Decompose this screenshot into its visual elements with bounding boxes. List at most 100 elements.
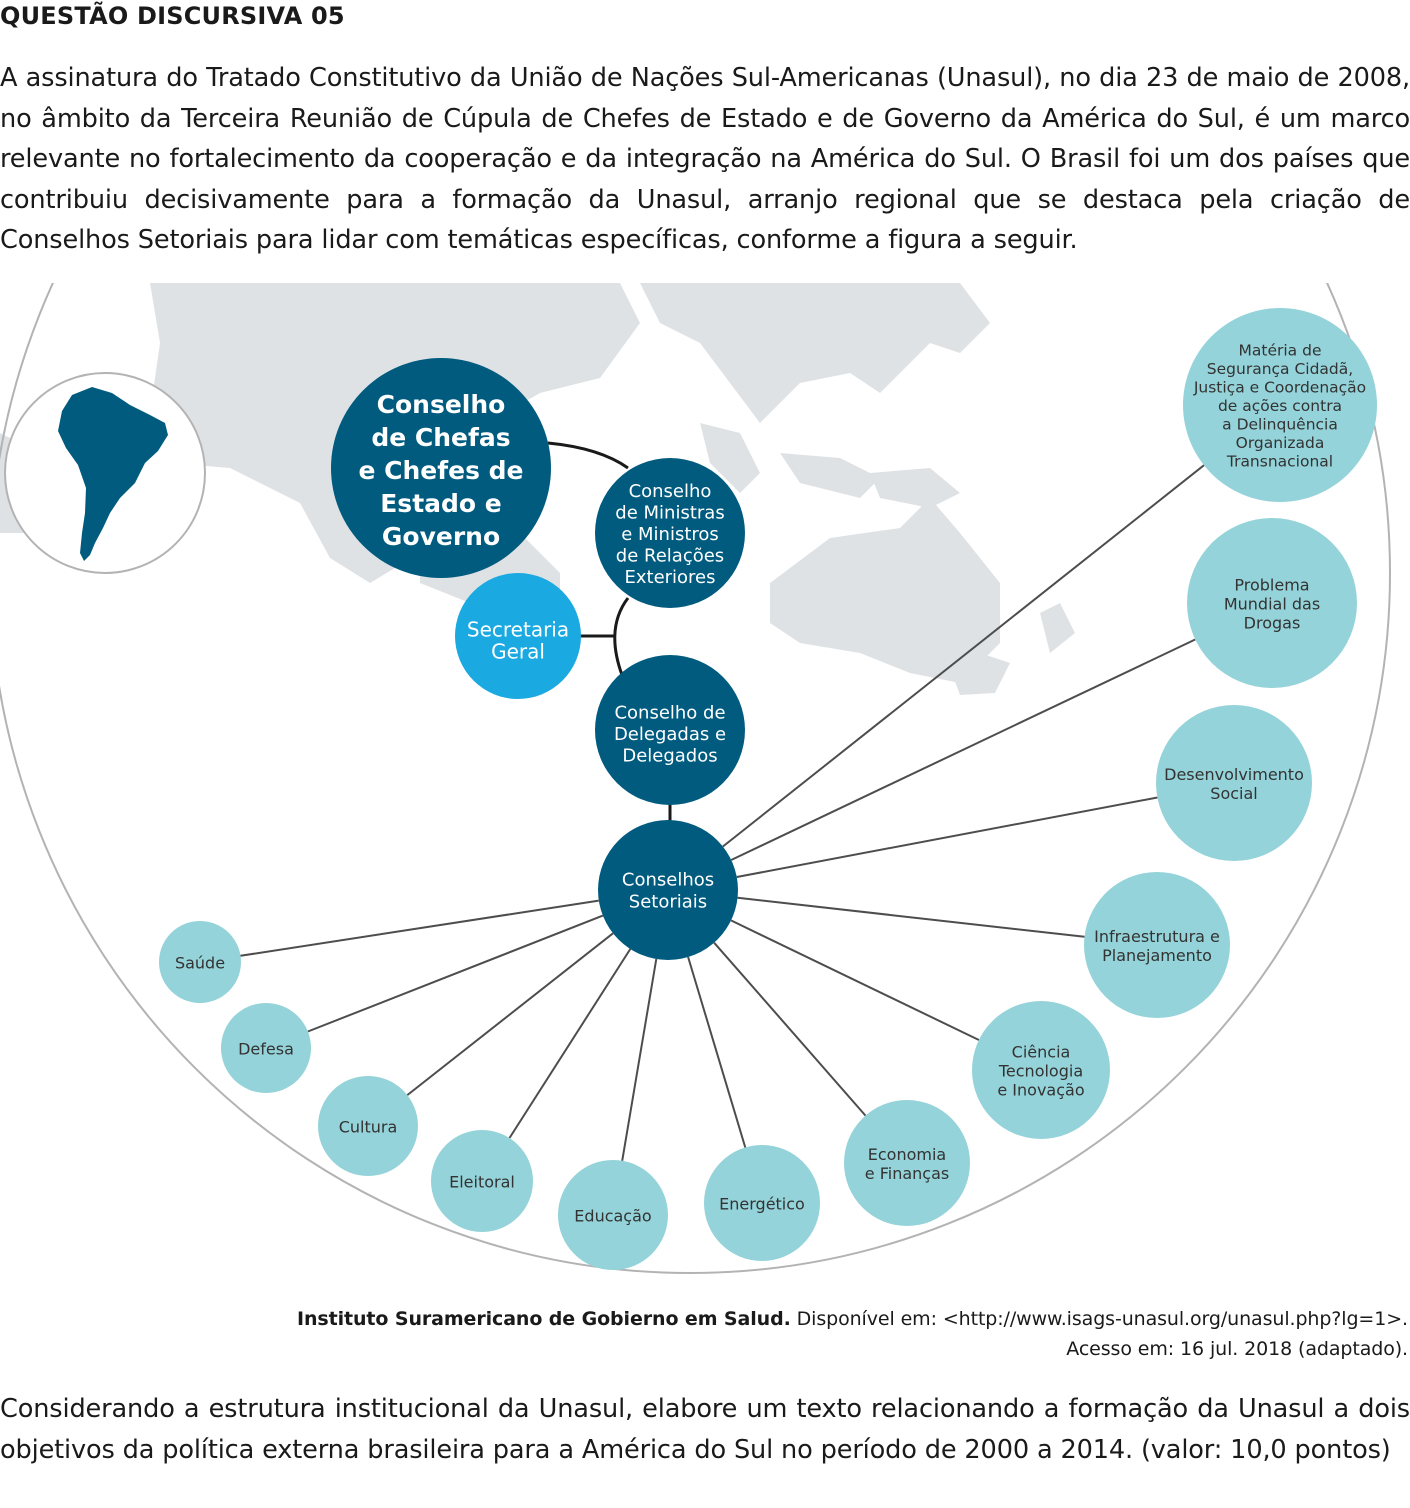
source-access-date: Acesso em: 16 jul. 2018 (adaptado).: [1066, 1338, 1408, 1360]
sector-spoke-line: [722, 464, 1205, 848]
sector-council-label: Ciência Tecnologia e Inovação: [997, 1042, 1084, 1099]
sector-spoke-line: [737, 896, 1085, 938]
sector-council-label: Infraestrutura e Planejamento: [1094, 927, 1220, 965]
node-label-line: Defesa: [238, 1039, 294, 1058]
node-label-line: Secretaria: [467, 617, 569, 641]
sector-council-label: Educação: [574, 1206, 651, 1225]
sector-spoke-line: [406, 932, 614, 1096]
sector-spoke-line: [687, 956, 747, 1148]
node-label-line: Educação: [574, 1206, 651, 1225]
node-label-line: Tecnologia: [998, 1061, 1083, 1080]
sector-council-label: Saúde: [175, 953, 225, 972]
sector-council-node: Problema Mundial das Drogas: [1187, 518, 1357, 688]
node-label-line: Geral: [491, 639, 545, 663]
question-prompt: Considerando a estrutura institucional d…: [0, 1394, 1410, 1465]
structure-connectors: [547, 441, 672, 823]
sector-council-circle: [1084, 872, 1230, 1018]
sector-council-label: Energético: [719, 1194, 805, 1213]
node-label-line: Setoriais: [629, 891, 707, 912]
sector-council-label: Eleitoral: [449, 1172, 515, 1191]
sector-council-circle: [558, 1160, 668, 1270]
node-conselho-delegados: Conselho de Delegadas e Delegados: [595, 655, 745, 805]
node-label-line: a Delinquência: [1222, 416, 1338, 434]
node-label-line: Conselho de: [614, 703, 725, 724]
sector-council-circle: [972, 1001, 1110, 1139]
node-label-line: Ciência: [1012, 1042, 1071, 1061]
frame-circle: [0, 283, 1391, 1274]
node-label-line: de Chefas: [371, 423, 510, 452]
node-label-line: Estado e: [380, 489, 502, 518]
node-label-line: Planejamento: [1102, 946, 1212, 965]
node-label-line: Organizada: [1236, 434, 1325, 452]
sector-council-node: Ciência Tecnologia e Inovação: [972, 1001, 1110, 1139]
sector-council-nodes: Matéria de Segurança Cidadã, Justiça e Coo…: [159, 308, 1377, 1270]
node-label-line: de Relações: [616, 546, 724, 567]
sector-council-node: Educação: [558, 1160, 668, 1270]
node-label-line: Transnacional: [1226, 453, 1333, 471]
node-label-line: Saúde: [175, 953, 225, 972]
sector-spoke-line: [736, 796, 1158, 878]
sector-council-circle: [431, 1130, 533, 1232]
sector-council-node: Cultura: [318, 1076, 418, 1176]
sector-council-label: Economia e Finanças: [865, 1145, 949, 1183]
sector-council-circle: [221, 1003, 311, 1093]
sector-council-label: Matéria de Segurança Cidadã, Justiça e Coo…: [1193, 342, 1366, 471]
unasul-structure-figure: Conselho de Chefas e Chefes de Estado e Gove…: [0, 283, 1410, 1293]
sector-council-circle: [159, 921, 241, 1003]
node-label-line: Cultura: [339, 1117, 398, 1136]
sector-council-label: Desenvolvimento Social: [1164, 765, 1304, 803]
sector-spoke-line: [730, 638, 1196, 861]
sector-spoke-line: [713, 942, 867, 1117]
node-label-line: Mundial das: [1224, 594, 1320, 613]
node-conselho-chefes: Conselho de Chefas e Chefes de Estado e Gove…: [331, 358, 551, 578]
node-label-line: Governo: [382, 522, 500, 551]
sector-council-node: Matéria de Segurança Cidadã, Justiça e Coo…: [1183, 308, 1377, 502]
sector-council-node: Defesa: [221, 1003, 311, 1093]
node-label-line: Conselho: [629, 481, 712, 502]
node-label-line: de ações contra: [1218, 397, 1342, 415]
sector-council-node: Eleitoral: [431, 1130, 533, 1232]
node-label-line: Conselho: [377, 390, 506, 419]
node-label-line: Infraestrutura e: [1094, 927, 1220, 946]
node-secretaria-geral: Secretaria Geral: [455, 573, 581, 699]
sector-spoke-line: [307, 914, 604, 1033]
node-label-line: Drogas: [1244, 613, 1301, 632]
node-label-line: e Finanças: [865, 1164, 949, 1183]
sector-council-label: Cultura: [339, 1117, 398, 1136]
node-label-line: Exteriores: [624, 567, 715, 588]
node-label-line: Energético: [719, 1194, 805, 1213]
sector-spoke-line: [621, 958, 658, 1161]
sector-council-circle: [1156, 705, 1312, 861]
sector-council-label: Defesa: [238, 1039, 294, 1058]
sector-spoke-line: [730, 919, 980, 1041]
source-citation: Instituto Suramericano de Gobierno em Sa…: [297, 1304, 1408, 1364]
sector-council-node: Saúde: [159, 921, 241, 1003]
node-label-line: e Ministros: [621, 524, 719, 545]
question-heading: QUESTÃO DISCURSIVA 05: [0, 2, 345, 30]
sector-council-circle: [318, 1076, 418, 1176]
intro-paragraph: A assinatura do Tratado Constitutivo da …: [0, 63, 1410, 255]
node-label-line: de Ministras: [615, 503, 724, 524]
unasul-diagram: Conselho de Chefas e Chefes de Estado e Gove…: [0, 283, 1391, 1274]
sector-council-node: Desenvolvimento Social: [1156, 705, 1312, 861]
sector-council-circle: [704, 1145, 820, 1261]
sector-spoke-line: [508, 948, 632, 1139]
node-label-line: Justiça e Coordenação: [1193, 379, 1366, 397]
node-label-line: Problema: [1234, 575, 1309, 594]
sector-council-node: Economia e Finanças: [844, 1100, 970, 1226]
node-label-line: Segurança Cidadã,: [1207, 360, 1353, 378]
node-label-line: Conselhos: [622, 869, 714, 890]
node-conselho-ministros: Conselho de Ministras e Ministros de Relaçõ…: [595, 458, 745, 608]
sector-council-node: Infraestrutura e Planejamento: [1084, 872, 1230, 1018]
sector-council-circle: [1187, 518, 1357, 688]
source-institution: Instituto Suramericano de Gobierno em Sa…: [297, 1308, 791, 1330]
source-url: Disponível em: <http://www.isags-unasul.…: [790, 1308, 1408, 1330]
node-label-line: Eleitoral: [449, 1172, 515, 1191]
node-label-line: e Inovação: [997, 1080, 1084, 1099]
node-label-line: Delegados: [622, 746, 717, 767]
